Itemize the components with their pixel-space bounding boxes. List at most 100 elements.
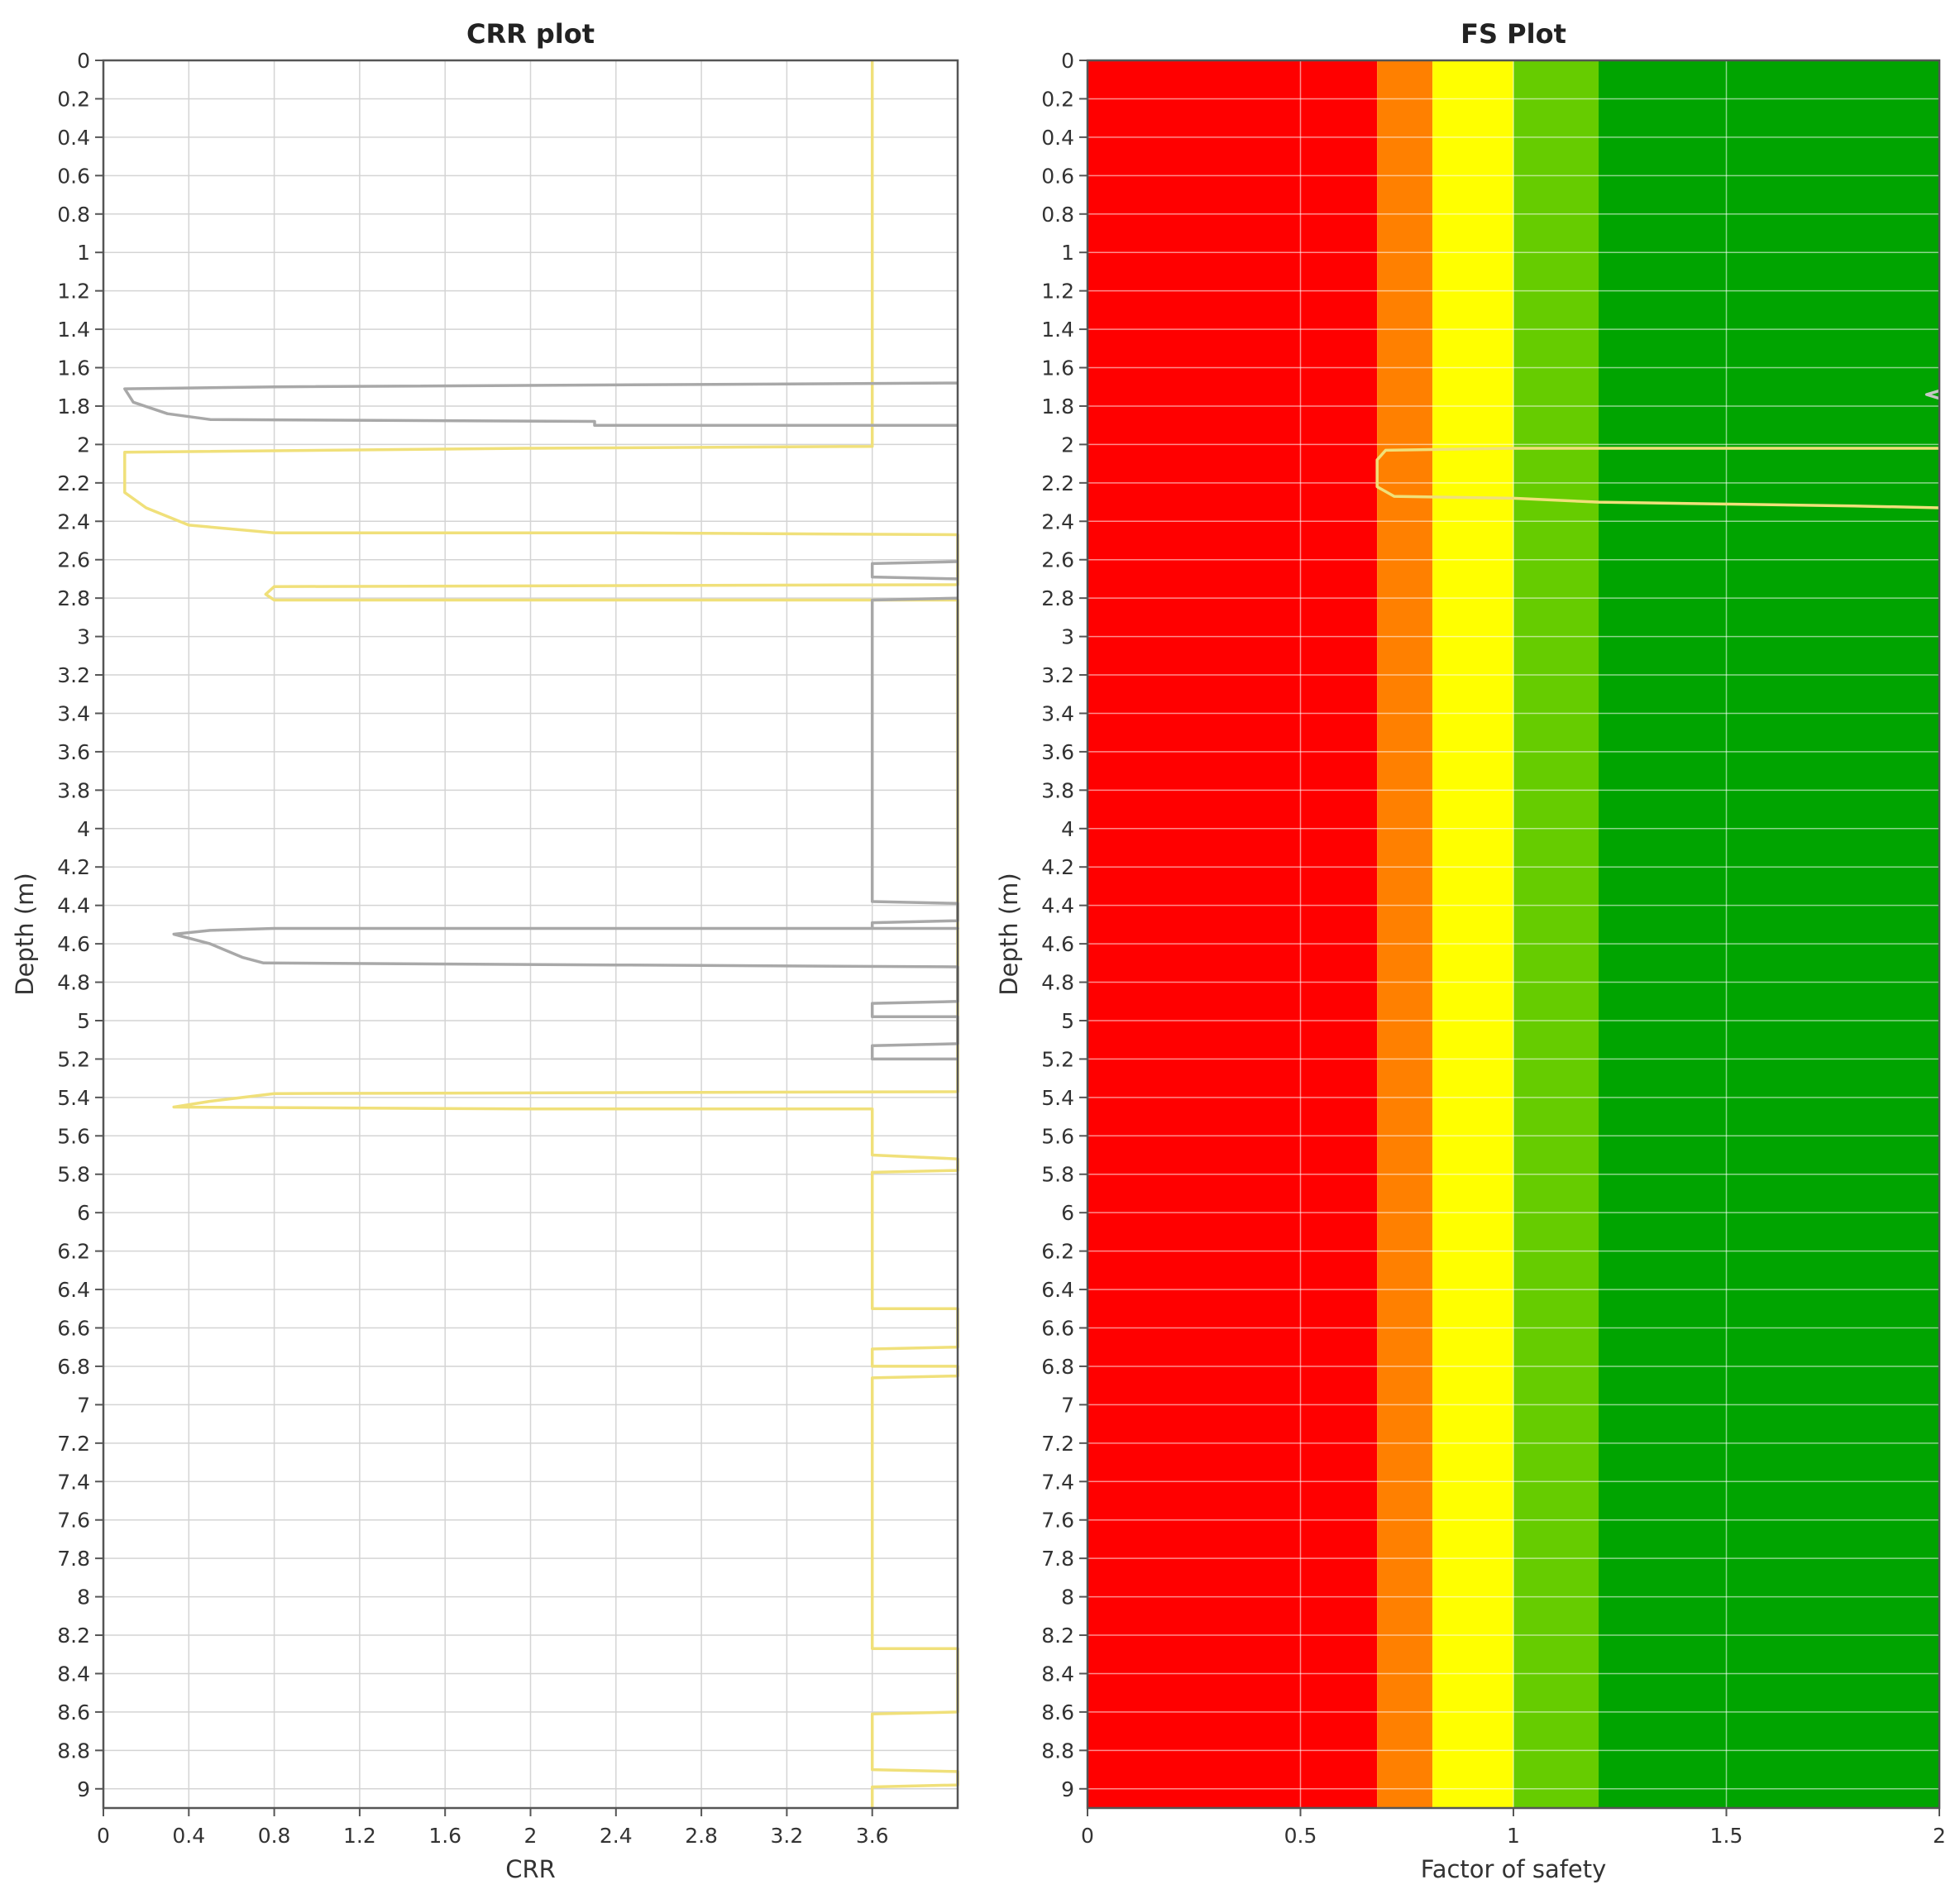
crr-ytick-label-37: 7.4 <box>57 1470 90 1494</box>
fs-ytick-label-22: 4.4 <box>1041 894 1074 918</box>
crr-xtick-label-1: 0.4 <box>172 1824 205 1848</box>
fs-ytick-label-42: 8.4 <box>1041 1662 1074 1686</box>
fs-ytick-label-38: 7.6 <box>1041 1509 1074 1533</box>
fs-ytick-label-12: 2.4 <box>1041 509 1074 533</box>
crr-ytick-label-14: 2.8 <box>57 586 90 610</box>
crr-ytick-label-4: 0.8 <box>57 203 90 227</box>
fs-ytick-label-19: 3.8 <box>1041 778 1074 802</box>
fs-series-1 <box>1924 389 1940 400</box>
fs-ytick-label-32: 6.4 <box>1041 1278 1074 1302</box>
fs-ytick-label-11: 2.2 <box>1041 471 1074 495</box>
crr-ytick-label-20: 4 <box>77 817 90 841</box>
crr-ytick-label-10: 2 <box>77 433 90 457</box>
fs-ytick-label-1: 0.2 <box>1041 87 1074 111</box>
crr-ytick-label-28: 5.6 <box>57 1124 90 1148</box>
fs-chart: 0 0.2 0.4 0.6 0.8 1 1.2 1.4 1.6 1.8 2 2.2 2.4 2.6 2.8 3… <box>995 18 1946 1883</box>
fs-ytick-label-18: 3.6 <box>1041 740 1074 764</box>
fs-ytick-label-25: 5 <box>1061 1009 1074 1033</box>
fs-ytick-label-30: 6 <box>1061 1201 1074 1225</box>
fs-ytick-label-9: 1.8 <box>1041 395 1074 419</box>
fs-ytick-label-23: 4.6 <box>1041 932 1074 956</box>
fs-ytick-label-41: 8.2 <box>1041 1624 1074 1648</box>
fs-y-axis-label: Depth (m) <box>995 873 1023 995</box>
crr-ytick-label-12: 2.4 <box>57 509 90 533</box>
fs-ytick-label-26: 5.2 <box>1041 1047 1074 1071</box>
fs-ytick-label-31: 6.2 <box>1041 1240 1074 1264</box>
fs-ytick-label-20: 4 <box>1061 817 1074 841</box>
fs-x-axis-label: Factor of safety <box>1421 1855 1607 1883</box>
fs-ytick-label-0: 0 <box>1061 49 1074 73</box>
fs-ytick-label-29: 5.8 <box>1041 1163 1074 1187</box>
fs-ytick-label-27: 5.4 <box>1041 1086 1074 1110</box>
crr-xtick-label-4: 1.6 <box>428 1824 461 1848</box>
crr-y-axis-label: Depth (m) <box>11 873 39 995</box>
crr-ytick-label-13: 2.6 <box>57 548 90 572</box>
crr-ytick-label-33: 6.6 <box>57 1317 90 1341</box>
crr-ytick-label-21: 4.2 <box>57 855 90 879</box>
crr-ytick-label-36: 7.2 <box>57 1432 90 1456</box>
crr-ytick-label-32: 6.4 <box>57 1278 90 1302</box>
fs-ytick-label-37: 7.4 <box>1041 1470 1074 1494</box>
crr-xtick-label-5: 2 <box>524 1824 538 1848</box>
crr-ytick-label-6: 1.2 <box>57 280 90 304</box>
fs-ytick-label-14: 2.8 <box>1041 586 1074 610</box>
crr-ytick-label-7: 1.4 <box>57 318 90 342</box>
crr-ytick-label-39: 7.8 <box>57 1547 90 1571</box>
crr-xtick-label-8: 3.2 <box>771 1824 804 1848</box>
fs-xtick-label-0: 0 <box>1081 1824 1094 1848</box>
fs-ytick-label-13: 2.6 <box>1041 548 1074 572</box>
fs-ytick-label-35: 7 <box>1061 1393 1074 1417</box>
crr-ytick-label-26: 5.2 <box>57 1047 90 1071</box>
crr-xtick-label-9: 3.6 <box>856 1824 889 1848</box>
crr-ytick-label-8: 1.6 <box>57 356 90 380</box>
crr-ytick-label-41: 8.2 <box>57 1624 90 1648</box>
crr-ytick-label-31: 6.2 <box>57 1240 90 1264</box>
fs-ytick-label-2: 0.4 <box>1041 126 1074 150</box>
crr-chart-title: CRR plot <box>466 18 595 50</box>
fs-ytick-label-40: 8 <box>1061 1586 1074 1610</box>
fs-ytick-label-17: 3.4 <box>1041 701 1074 725</box>
crr-xtick-label-7: 2.8 <box>685 1824 718 1848</box>
crr-ytick-label-15: 3 <box>77 625 90 649</box>
fs-ytick-label-10: 2 <box>1061 433 1074 457</box>
crr-xtick-label-6: 2.4 <box>600 1824 633 1848</box>
crr-ytick-label-17: 3.4 <box>57 701 90 725</box>
crr-ytick-label-3: 0.6 <box>57 164 90 188</box>
fs-ytick-label-15: 3 <box>1061 625 1074 649</box>
fs-ytick-label-4: 0.8 <box>1041 203 1074 227</box>
crr-ytick-label-44: 8.8 <box>57 1739 90 1763</box>
crr-ytick-label-27: 5.4 <box>57 1086 90 1110</box>
crr-series-2 <box>870 560 958 581</box>
crr-ytick-label-29: 5.8 <box>57 1163 90 1187</box>
fs-band-1 <box>1377 60 1433 1808</box>
crr-ytick-label-43: 8.6 <box>57 1700 90 1724</box>
fs-ytick-label-24: 4.8 <box>1041 971 1074 995</box>
crr-ytick-label-18: 3.6 <box>57 740 90 764</box>
crr-ytick-label-0: 0 <box>77 49 90 73</box>
crr-ytick-label-2: 0.4 <box>57 126 90 150</box>
fs-band-0 <box>1088 60 1378 1808</box>
fs-ytick-label-28: 5.6 <box>1041 1124 1074 1148</box>
crr-ytick-label-34: 6.8 <box>57 1355 90 1379</box>
fs-ytick-label-7: 1.4 <box>1041 318 1074 342</box>
crr-ytick-label-40: 8 <box>77 1586 90 1610</box>
crr-ytick-label-22: 4.4 <box>57 894 90 918</box>
fs-ytick-label-16: 3.2 <box>1041 663 1074 687</box>
crr-ytick-label-1: 0.2 <box>57 87 90 111</box>
crr-ytick-label-24: 4.8 <box>57 971 90 995</box>
crr-x-axis-label: CRR <box>505 1855 556 1883</box>
fs-ytick-label-5: 1 <box>1061 241 1074 265</box>
crr-xtick-label-2: 0.8 <box>258 1824 291 1848</box>
crr-xtick-label-3: 1.2 <box>343 1824 376 1848</box>
crr-ytick-label-9: 1.8 <box>57 395 90 419</box>
fs-xtick-label-4: 2 <box>1933 1824 1946 1848</box>
crr-ytick-label-30: 6 <box>77 1201 90 1225</box>
fs-band-3 <box>1513 60 1599 1808</box>
fs-series-0 <box>1375 447 1940 509</box>
fs-ytick-label-33: 6.6 <box>1041 1317 1074 1341</box>
crr-ytick-label-25: 5 <box>77 1009 90 1033</box>
fs-band-2 <box>1432 60 1513 1808</box>
fs-ytick-label-34: 6.8 <box>1041 1355 1074 1379</box>
fs-xtick-label-3: 1.5 <box>1710 1824 1743 1848</box>
